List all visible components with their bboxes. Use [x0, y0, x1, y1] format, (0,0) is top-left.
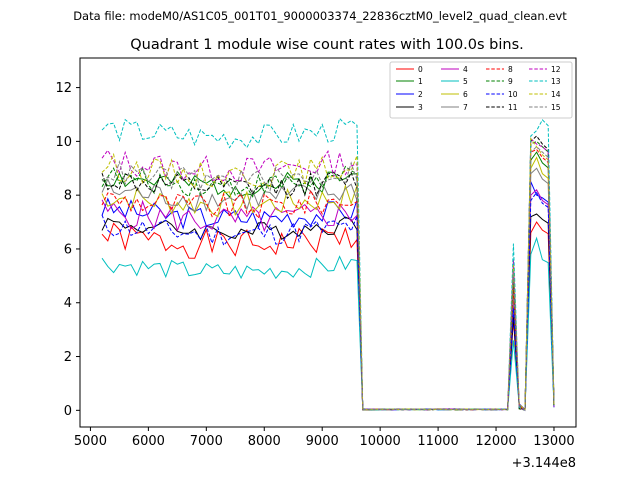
legend-label-3: 3 [418, 103, 423, 112]
x-tick-label: 9000 [306, 434, 339, 449]
x-tick-label: 6000 [132, 434, 165, 449]
plot-frame [79, 57, 577, 428]
legend-label-10: 10 [508, 90, 518, 99]
x-tick-label: 13000 [533, 434, 574, 449]
legend-label-5: 5 [463, 77, 468, 86]
legend-label-8: 8 [508, 65, 513, 74]
legend-label-6: 6 [463, 90, 468, 99]
y-tick-label: 8 [64, 189, 72, 204]
chart-title: Quadrant 1 module wise count rates with … [130, 37, 524, 53]
legend-label-1: 1 [418, 77, 423, 86]
x-tick-label: 5000 [74, 434, 107, 449]
y-axis: 0 2 4 6 8 10 12 [55, 81, 80, 419]
legend-label-2: 2 [418, 90, 423, 99]
x-tick-label: 10000 [359, 434, 400, 449]
legend-box [389, 61, 573, 119]
x-offset-label: +3.144e8 [512, 456, 576, 471]
x-tick-label: 7000 [190, 434, 223, 449]
y-tick-label: 4 [64, 296, 72, 311]
x-tick-label: 12000 [475, 434, 516, 449]
legend-label-14: 14 [551, 90, 561, 99]
legend-label-11: 11 [508, 103, 518, 112]
series-line-14 [101, 137, 555, 412]
y-tick-label: 0 [64, 404, 72, 419]
legend-label-4: 4 [463, 65, 468, 74]
legend-label-13: 13 [551, 77, 561, 86]
y-tick-label: 12 [55, 81, 72, 96]
x-tick-label: 11000 [417, 434, 458, 449]
y-tick-label: 6 [64, 242, 72, 257]
legend-label-9: 9 [508, 77, 513, 86]
series-line-11 [101, 135, 555, 411]
y-tick-label: 2 [64, 350, 72, 365]
y-tick-label: 10 [55, 135, 72, 150]
legend-label-7: 7 [463, 103, 468, 112]
figure-suptitle: Data file: modeM0/AS1C05_001T01_90000033… [73, 9, 567, 23]
x-axis: 5000 6000 7000 8000 9000 10000 11000 12000 13000 [74, 427, 575, 449]
legend-label-12: 12 [551, 65, 561, 74]
x-tick-label: 8000 [248, 434, 281, 449]
legend-label-15: 15 [551, 103, 561, 112]
series-layer [101, 117, 555, 412]
legend-label-0: 0 [418, 65, 423, 74]
